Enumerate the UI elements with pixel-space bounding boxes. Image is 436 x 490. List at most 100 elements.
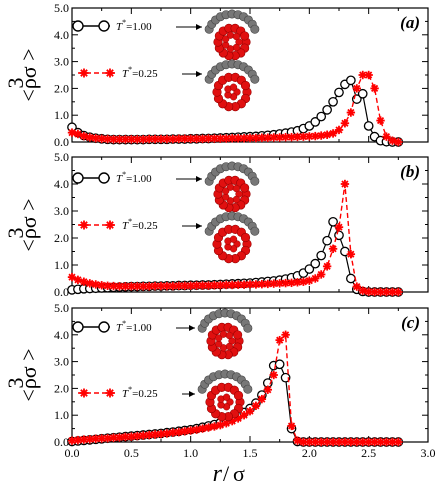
y-axis-label: <ρσ > xyxy=(16,48,41,101)
data-point-star xyxy=(299,132,308,141)
data-point-star xyxy=(150,134,160,144)
star-core xyxy=(295,134,300,140)
star-core xyxy=(170,430,176,435)
series-cold xyxy=(67,179,403,297)
star-core xyxy=(75,277,81,283)
star-core xyxy=(69,438,75,443)
data-point-star xyxy=(293,132,302,142)
legend-marker-star xyxy=(105,388,115,398)
star-core xyxy=(105,136,110,142)
star-core xyxy=(81,390,87,396)
star-core xyxy=(360,72,366,78)
data-point-star xyxy=(162,429,172,438)
star-core xyxy=(223,420,229,426)
data-point-star xyxy=(364,70,373,80)
molecule-snapshot-hot xyxy=(197,308,253,360)
star-core xyxy=(336,224,342,230)
data-point-star xyxy=(97,281,106,290)
bead-red-inner xyxy=(222,187,230,195)
data-point-star xyxy=(97,134,106,143)
star-core xyxy=(164,283,170,289)
data-point-star xyxy=(67,436,77,445)
legend-marker-circle xyxy=(72,321,84,333)
data-point-star xyxy=(139,431,148,440)
legend-label: T*=1.00 xyxy=(116,170,152,185)
data-point-star xyxy=(370,84,379,93)
data-point-star xyxy=(376,287,385,297)
data-point-star xyxy=(239,411,249,420)
star-core xyxy=(81,279,87,285)
legend-arrowhead xyxy=(189,391,195,397)
data-point-star xyxy=(245,406,255,416)
star-core xyxy=(247,135,253,141)
panel-label: (b) xyxy=(400,162,420,181)
y-axis-label: <ρσ > xyxy=(16,198,41,251)
x-axis-label-sigma: σ xyxy=(233,461,245,486)
data-point-star xyxy=(133,431,142,441)
legend-marker-circle xyxy=(98,20,110,32)
legend-arrowhead xyxy=(189,325,195,331)
bead-red-inner xyxy=(226,183,235,191)
x-tick-label: 2.0 xyxy=(302,446,317,460)
data-point-circle xyxy=(274,359,285,370)
data-point-star xyxy=(394,287,403,297)
star-core xyxy=(259,135,265,141)
star-core xyxy=(307,439,312,445)
data-point-star xyxy=(352,84,361,93)
x-tick-label: 0.0 xyxy=(65,446,80,460)
series-cold xyxy=(67,70,403,147)
star-core xyxy=(212,136,217,141)
star-core xyxy=(200,426,205,431)
star-core xyxy=(241,135,247,141)
star-core xyxy=(164,136,170,142)
star-core xyxy=(330,131,336,136)
legend: T*=1.00 T*=0.25 xyxy=(72,170,202,232)
bead-gray xyxy=(243,323,253,333)
star-core xyxy=(123,284,128,289)
bead-gray xyxy=(250,74,260,84)
data-point-star xyxy=(156,429,166,439)
star-core xyxy=(330,246,336,252)
x-axis-label-r: r xyxy=(213,461,223,487)
data-point-star xyxy=(352,282,361,291)
data-point-star xyxy=(334,223,344,232)
data-point-circle xyxy=(322,235,332,246)
data-point-star xyxy=(156,281,166,291)
y-axis-label-exponent: 3 xyxy=(3,228,28,239)
star-core xyxy=(188,283,193,289)
star-core xyxy=(235,135,241,141)
data-point-star xyxy=(109,281,118,291)
data-point-star xyxy=(388,136,397,145)
data-point-star xyxy=(334,125,344,135)
star-core xyxy=(283,134,288,140)
bead-red-inner xyxy=(232,43,241,52)
star-core xyxy=(378,289,383,295)
star-core xyxy=(182,428,188,434)
data-point-circle xyxy=(346,273,356,284)
star-core xyxy=(134,137,140,142)
data-point-star xyxy=(210,281,219,290)
star-core xyxy=(170,283,176,289)
star-core xyxy=(176,283,182,289)
star-core xyxy=(105,435,110,441)
bead-red-inner xyxy=(226,31,235,39)
y-tick-label: 4.0 xyxy=(54,28,69,42)
star-core xyxy=(366,72,371,78)
star-core xyxy=(152,432,158,437)
star-core xyxy=(283,280,288,286)
x-tick-label: 2.5 xyxy=(361,446,376,460)
star-core xyxy=(99,436,104,441)
star-core xyxy=(235,282,241,288)
star-core xyxy=(182,283,188,289)
data-point-star xyxy=(269,370,278,380)
y-tick-label: 1.0 xyxy=(54,108,69,122)
star-core xyxy=(360,288,366,293)
star-core xyxy=(129,284,134,289)
star-core xyxy=(259,396,265,402)
star-core xyxy=(247,408,253,414)
data-point-star xyxy=(322,437,332,447)
star-core xyxy=(212,424,217,429)
chart-panel-1: 0.0 1.0 2.0 3.0 4.0 5.0 (a) T*=1.00 T*=0.25 xyxy=(54,1,429,149)
star-core xyxy=(330,439,336,445)
data-point-star xyxy=(299,277,308,286)
